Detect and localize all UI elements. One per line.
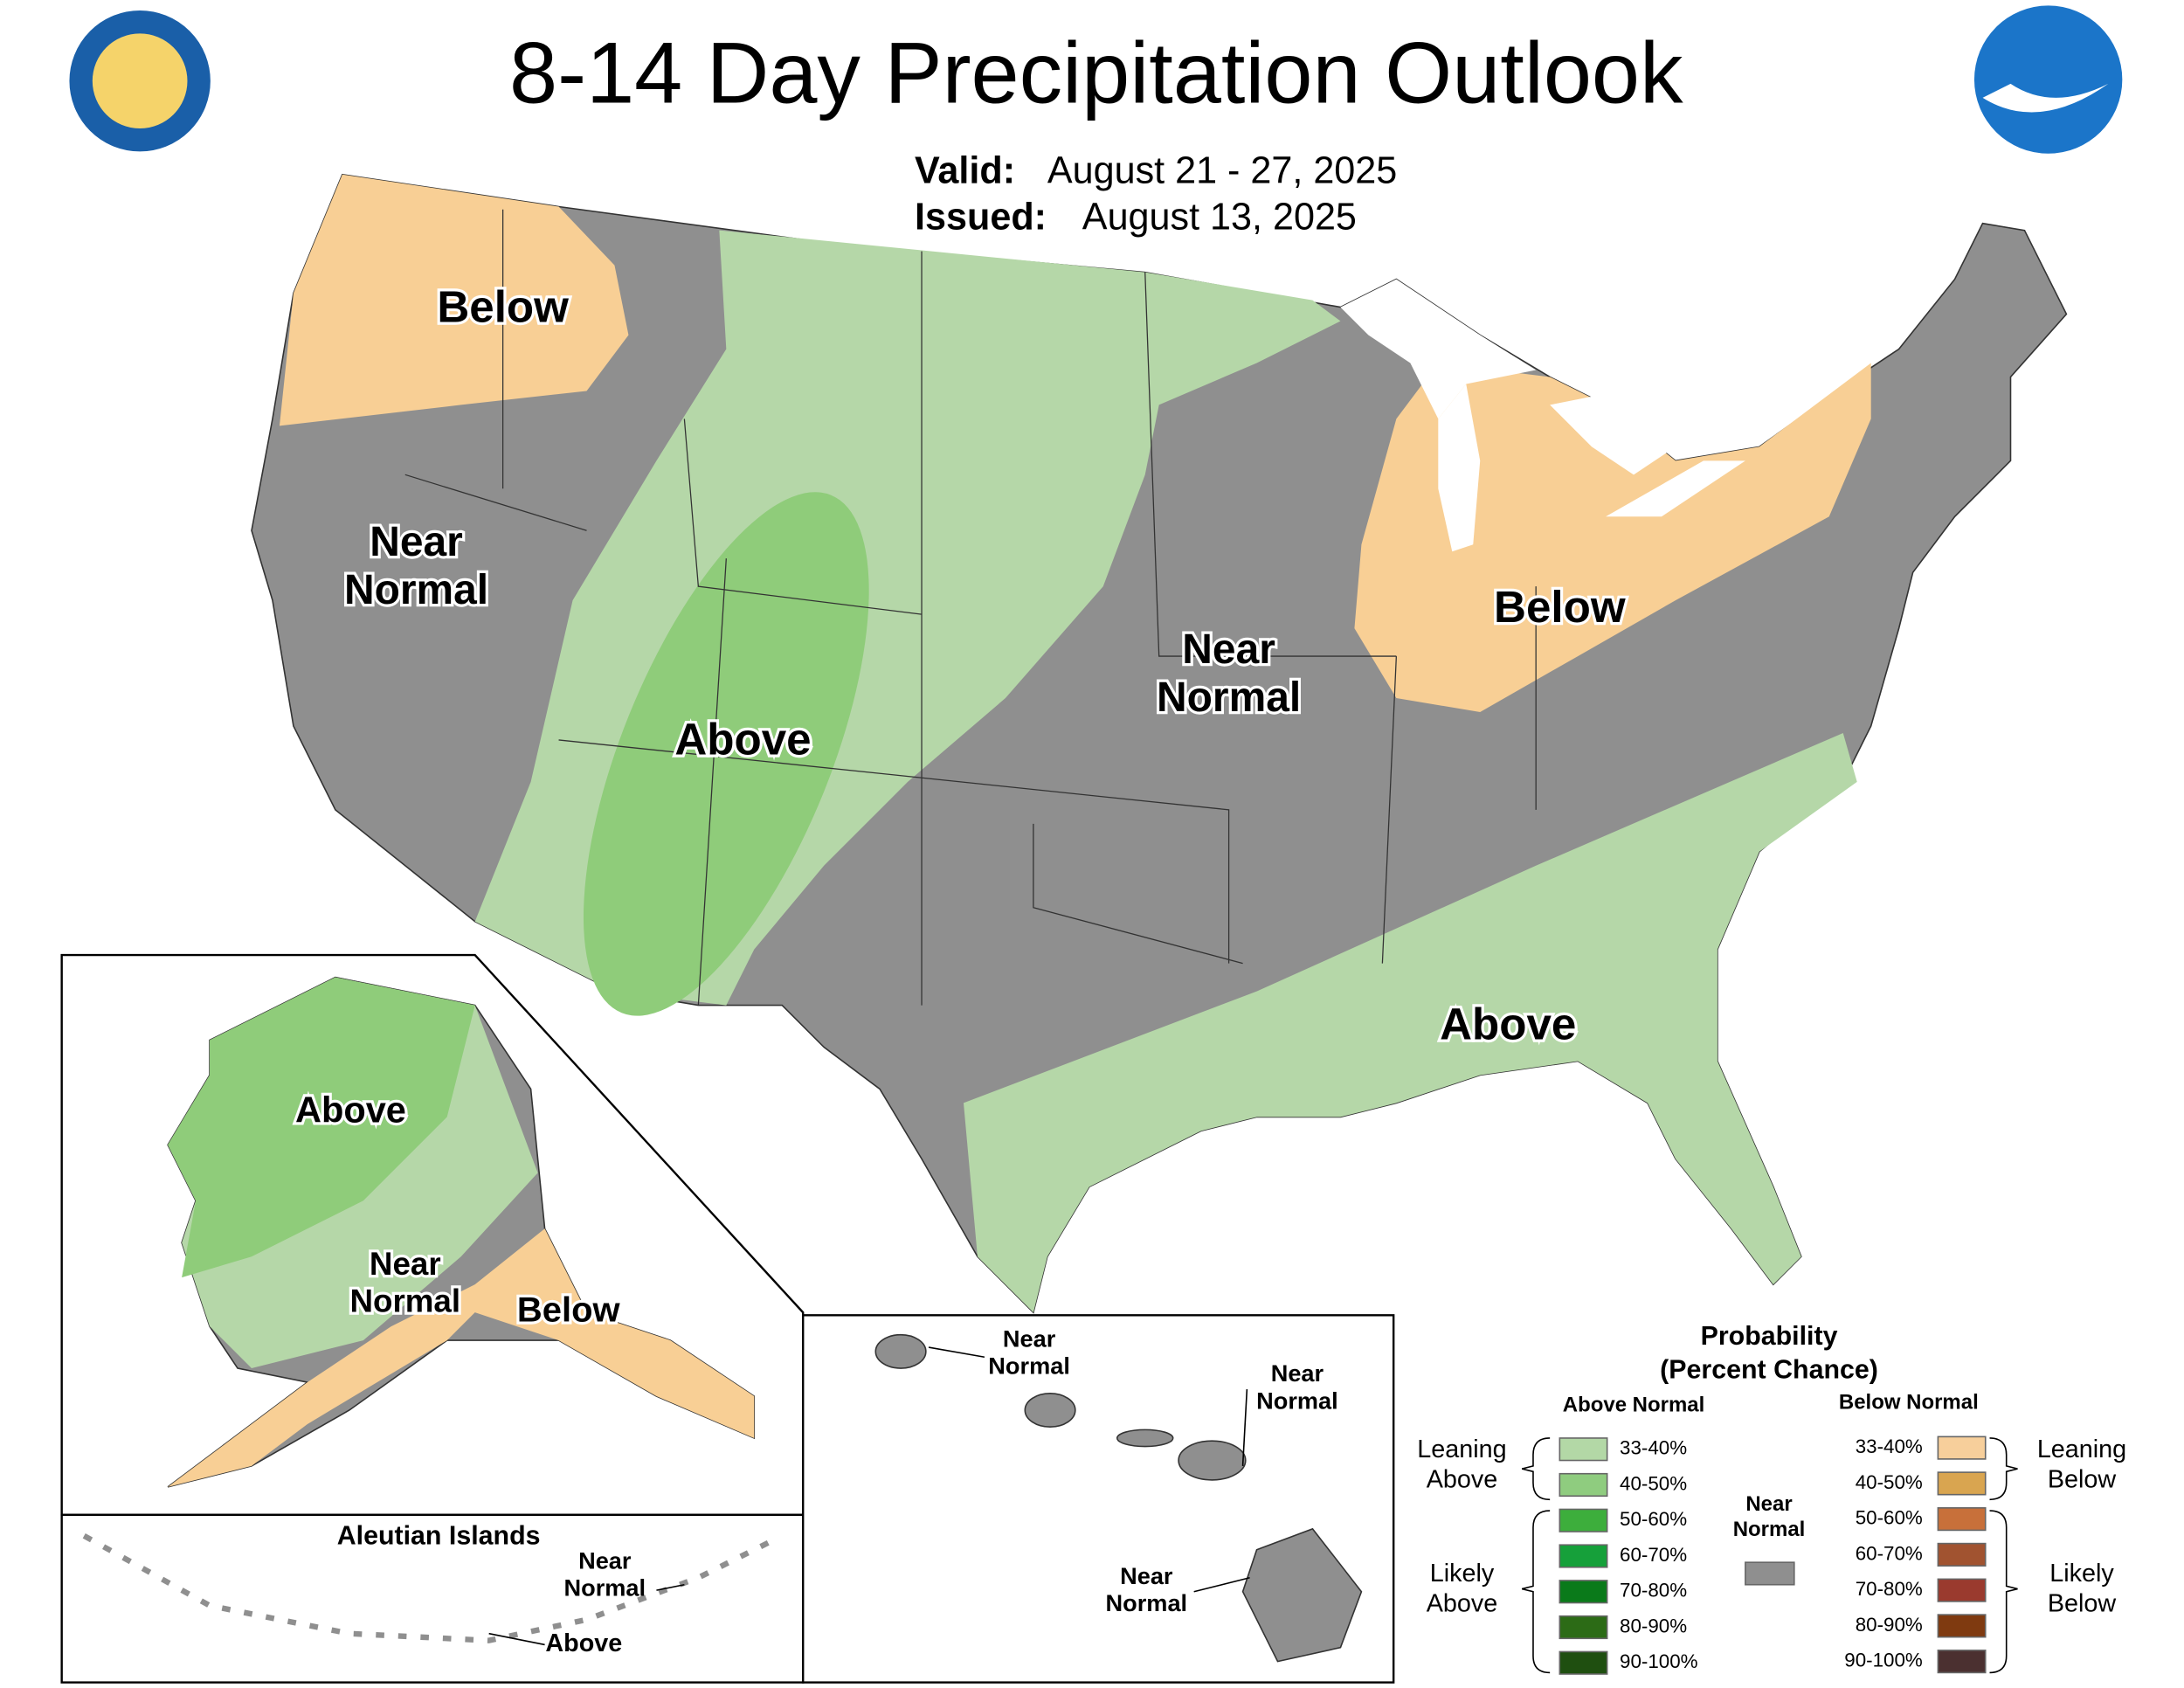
legend-label: 90-100%: [1844, 1650, 1923, 1671]
noaa-logo: [1973, 5, 2123, 154]
conus-above-southeast: [963, 732, 1857, 1313]
legend-swatch: [1559, 1472, 1608, 1498]
great-lakes: [1340, 279, 1537, 419]
legend-title: Probability: [1701, 1322, 1838, 1351]
legend-label: 80-90%: [1620, 1615, 1687, 1636]
region-label: Normal: [1106, 1589, 1188, 1616]
region-label: Near: [370, 1246, 441, 1282]
legend-swatch: [1937, 1542, 1987, 1567]
legend-swatch: [1559, 1580, 1608, 1604]
lake-huron: [1550, 391, 1676, 475]
alaska-above-core: [168, 977, 475, 1278]
region-label: Above: [674, 715, 811, 764]
legend-group-label: Normal: [1733, 1518, 1806, 1541]
legend-swatch: [1745, 1561, 1795, 1586]
legend-group-label: Near: [1745, 1492, 1792, 1516]
legend-label: 80-90%: [1856, 1614, 1923, 1636]
legend-swatch: [1559, 1650, 1608, 1675]
map-shapes: [60, 5, 2123, 1684]
legend-below-header: Below Normal: [1839, 1390, 1979, 1414]
leader-line: [928, 1346, 1250, 1593]
region-label: Near: [1271, 1359, 1324, 1387]
conus-above-core: [583, 492, 869, 1016]
legend-label: 50-60%: [1620, 1508, 1687, 1530]
region-label: Normal: [564, 1574, 646, 1602]
region-label: Above: [295, 1090, 406, 1131]
legend-group-label: Leaning: [1417, 1435, 1506, 1463]
legend-swatch: [1937, 1507, 1987, 1532]
region-label: Below: [1494, 582, 1626, 632]
legend-label: 33-40%: [1620, 1437, 1687, 1459]
legend-label: 40-50%: [1856, 1471, 1923, 1493]
region-label: Normal: [349, 1283, 460, 1318]
legend-label: 70-80%: [1856, 1578, 1923, 1600]
issued-label: Issued:: [915, 196, 1047, 238]
leader-line: [656, 1583, 685, 1591]
legend-swatch: [1937, 1435, 1987, 1460]
legend-group-label: Below: [2048, 1590, 2117, 1618]
legend-label: 90-100%: [1620, 1650, 1698, 1672]
region-label: Below: [517, 1291, 621, 1330]
region-label: Normal: [988, 1352, 1070, 1380]
lake-michigan: [1438, 384, 1481, 552]
state-lines: [404, 209, 1537, 1006]
legend-swatch: [1559, 1615, 1608, 1640]
legend-group-label: Likely: [1430, 1560, 1495, 1588]
region-label: Near: [1003, 1325, 1056, 1352]
region-label: Near: [1182, 626, 1275, 673]
commerce-seal-inner: [92, 33, 188, 129]
region-label: Near: [370, 519, 463, 565]
region-label: Near: [1120, 1562, 1173, 1589]
aleutian-title: Aleutian Islands: [337, 1521, 541, 1550]
valid-dates: August 21 - 27, 2025: [1047, 150, 1397, 192]
region-label: Near: [578, 1546, 632, 1574]
legend-label: 40-50%: [1620, 1472, 1687, 1494]
region-label: Above: [545, 1629, 622, 1657]
region-label: Normal: [1157, 675, 1301, 721]
legend-braces: [1521, 1437, 2018, 1674]
aleutian-chain: [82, 1533, 770, 1643]
legend-group-label: Above: [1427, 1465, 1498, 1493]
legend-swatch: [1937, 1650, 1987, 1674]
lake-erie: [1606, 460, 1745, 517]
legend-label: 50-60%: [1856, 1507, 1923, 1529]
legend-subtitle: (Percent Chance): [1660, 1355, 1878, 1384]
region-label: Normal: [1256, 1387, 1338, 1414]
region-label: Below: [437, 281, 569, 331]
valid-label: Valid:: [915, 150, 1015, 192]
alaska-below: [168, 1228, 755, 1487]
legend-group-label: Likely: [2049, 1560, 2114, 1588]
legend-group-label: Below: [2048, 1465, 2117, 1493]
noaa-logo-bird: [1982, 83, 2109, 113]
aleutian-box: [60, 1513, 805, 1684]
leader-line: [488, 1632, 545, 1646]
legend-label: 33-40%: [1856, 1435, 1923, 1457]
legend-swatch: [1937, 1471, 1987, 1496]
legend-above-header: Above Normal: [1563, 1394, 1705, 1417]
region-label: Normal: [344, 567, 488, 613]
title: 8-14 Day Precipitation Outlook: [509, 24, 1683, 121]
legend-swatch: [1559, 1544, 1608, 1568]
conus-below-nw: [279, 174, 629, 426]
conus-below-lakes: [1354, 363, 1871, 712]
legend-label: 60-70%: [1856, 1542, 1923, 1564]
legend-group-label: Above: [1427, 1590, 1498, 1618]
legend-swatch: [1559, 1508, 1608, 1532]
region-label: Above: [1440, 1000, 1576, 1049]
legend-swatch: [1559, 1437, 1608, 1462]
legend-swatch: [1937, 1614, 1987, 1638]
issued-date: August 13, 2025: [1082, 196, 1357, 238]
hawaii-islands: [874, 1333, 1363, 1663]
legend-group-label: Leaning: [2037, 1435, 2126, 1463]
legend-swatch: [1937, 1578, 1987, 1602]
legend-label: 60-70%: [1620, 1544, 1687, 1566]
legend-label: 70-80%: [1620, 1580, 1687, 1602]
